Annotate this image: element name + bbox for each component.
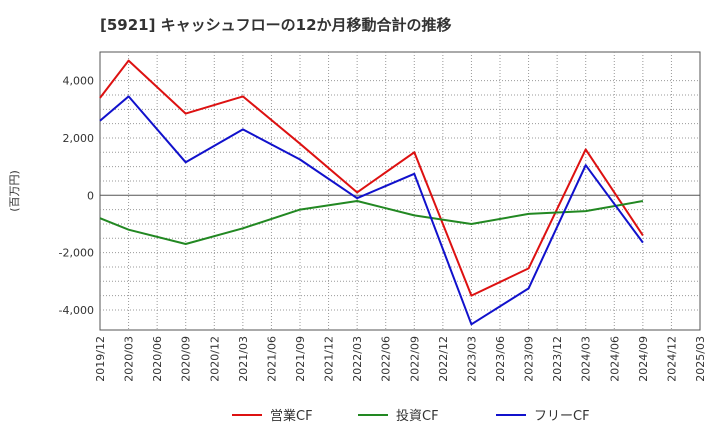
legend-label: 営業CF — [270, 408, 313, 424]
x-tick-label: 2021/09 — [294, 336, 307, 382]
legend: 営業CF 投資CF フリーCF — [232, 408, 590, 424]
x-tick-label: 2019/12 — [94, 336, 107, 382]
plot-area — [99, 51, 701, 331]
series-line — [99, 95, 644, 326]
x-tick-label: 2024/06 — [608, 336, 621, 382]
x-tick-label: 2021/06 — [265, 336, 278, 382]
x-tick-label: 2023/06 — [494, 336, 507, 382]
y-tick-label: 4,000 — [63, 75, 95, 88]
y-tick-label: -2,000 — [59, 247, 94, 260]
x-tick-label: 2024/12 — [665, 336, 678, 382]
x-tick-label: 2020/09 — [180, 336, 193, 382]
y-axis-ticks: 4,000 2,000 0 -2,000 -4,000 — [59, 75, 94, 317]
grid-lines — [100, 52, 700, 330]
y-tick-label: 2,000 — [63, 132, 95, 145]
x-tick-label: 2022/09 — [408, 336, 421, 382]
x-tick-label: 2023/03 — [465, 336, 478, 382]
x-tick-label: 2023/09 — [523, 336, 536, 382]
series-line — [99, 59, 644, 297]
x-tick-label: 2022/03 — [351, 336, 364, 382]
y-tick-label: 0 — [87, 189, 94, 202]
x-axis-ticks: 2019/12 2020/03 2020/06 2020/09 2020/12 2021/… — [94, 336, 707, 382]
x-tick-label: 2023/12 — [551, 336, 564, 382]
x-tick-label: 2021/12 — [323, 336, 336, 382]
x-tick-label: 2022/12 — [437, 336, 450, 382]
y-tick-label: -4,000 — [59, 304, 94, 317]
x-tick-label: 2025/03 — [694, 336, 707, 382]
chart-title: [5921] キャッシュフローの12か月移動合計の推移 — [100, 16, 452, 34]
x-tick-label: 2020/06 — [151, 336, 164, 382]
series-line — [99, 200, 644, 245]
legend-label: フリーCF — [534, 409, 590, 424]
x-tick-label: 2020/12 — [208, 336, 221, 382]
series-lines — [99, 59, 644, 326]
x-tick-label: 2022/06 — [380, 336, 393, 382]
y-axis-label: (百万円) — [8, 170, 21, 212]
x-tick-label: 2024/03 — [580, 336, 593, 382]
x-tick-label: 2021/03 — [237, 336, 250, 382]
x-tick-label: 2024/09 — [637, 336, 650, 382]
legend-label: 投資CF — [396, 408, 439, 424]
x-tick-label: 2020/03 — [123, 336, 136, 382]
